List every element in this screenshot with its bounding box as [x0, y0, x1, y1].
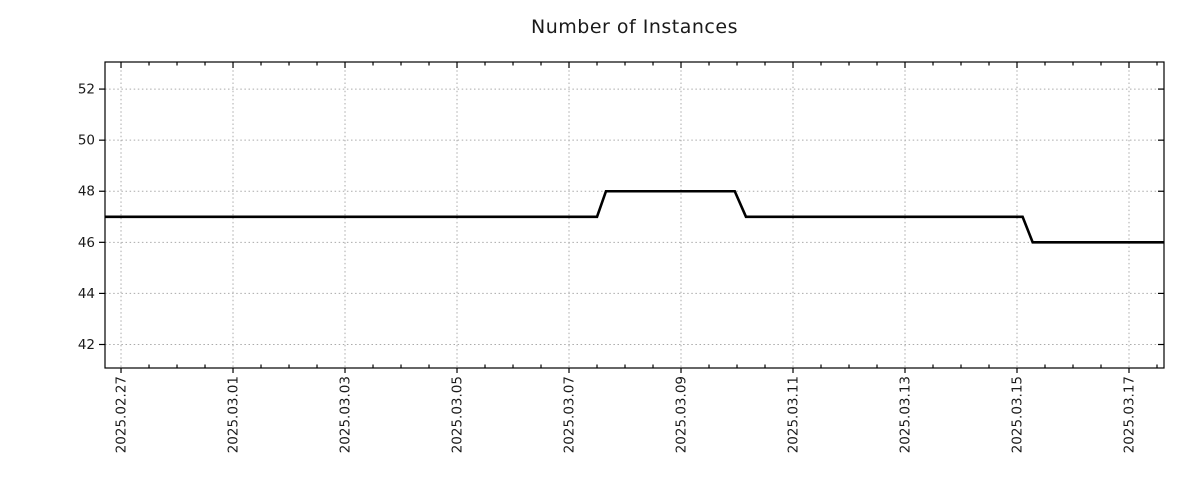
y-tick-labels: 42 44 46 48 50 52 — [78, 82, 95, 353]
x-tick-label: 2025.03.13 — [898, 376, 914, 453]
x-tick-label: 2025.03.01 — [226, 376, 242, 453]
y-tick-label: 52 — [78, 82, 95, 98]
y-tick-label: 50 — [78, 133, 95, 149]
x-tick-label: 2025.03.15 — [1010, 376, 1026, 453]
x-tick-label: 2025.03.11 — [786, 376, 802, 453]
x-tick-label: 2025.02.27 — [114, 376, 130, 453]
x-tick-label: 2025.03.17 — [1122, 376, 1138, 453]
tick-marks — [99, 62, 1164, 373]
y-tick-label: 46 — [78, 235, 95, 251]
x-tick-label: 2025.03.05 — [450, 376, 466, 453]
x-tick-label: 2025.03.07 — [562, 376, 578, 453]
chart-title: Number of Instances — [531, 16, 738, 38]
y-tick-label: 44 — [78, 286, 95, 302]
gridlines — [105, 62, 1164, 368]
y-tick-label: 42 — [78, 337, 95, 353]
x-tick-labels: 2025.02.27 2025.03.01 2025.03.03 2025.03.05… — [114, 376, 1138, 453]
x-tick-label: 2025.03.03 — [338, 376, 354, 453]
x-tick-label: 2025.03.09 — [674, 376, 690, 453]
series-line-instances — [105, 189, 1164, 244]
plot-border — [104, 61, 1165, 369]
y-tick-label: 48 — [78, 184, 95, 200]
